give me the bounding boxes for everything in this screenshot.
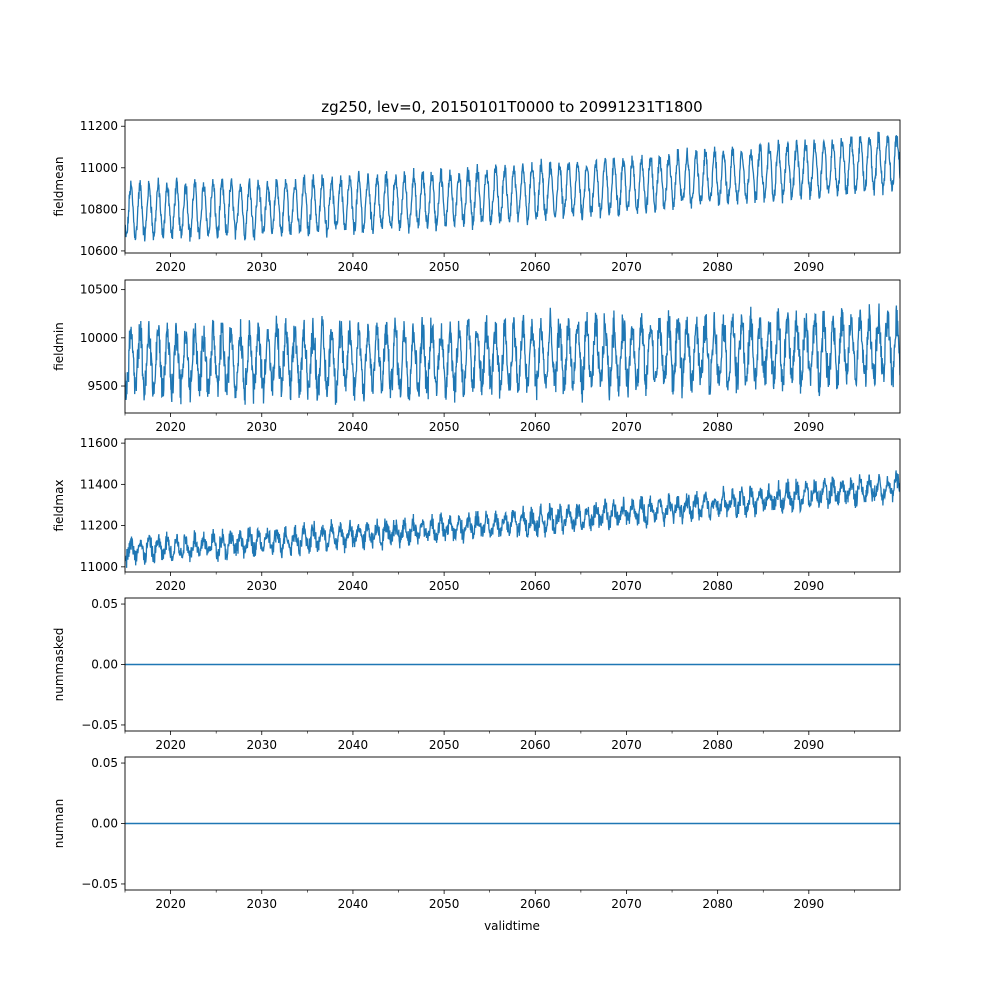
y-tick-label: −0.05 [81,877,118,891]
x-tick-label: 2070 [611,579,642,593]
x-tick-label: 2020 [155,897,186,911]
y-tick-label: 11200 [80,119,118,133]
panel-nummasked: nummasked 0.05 0.00 −0.05 2020 2030 2040 2050 20… [52,597,901,752]
y-tick-label: 11400 [80,477,118,491]
series-line-fieldmax [125,470,900,568]
x-tick-label: 2090 [794,579,825,593]
x-tick-label: 2060 [520,579,551,593]
panel-fieldmean: fieldmean 10600 10800 11000 11200 2020 2030 204… [52,119,901,274]
x-tick-label: 2050 [429,738,460,752]
y-tick-label: 0.05 [91,756,118,770]
x-tick-label: 2040 [338,738,369,752]
x-tick-label: 2080 [702,260,733,274]
series-line-fieldmean [125,131,900,242]
y-tick-label: 0.05 [91,597,118,611]
x-tick-label: 2040 [338,897,369,911]
x-tick-label: 2060 [520,897,551,911]
x-tick-label: 2060 [520,260,551,274]
x-tick-label: 2050 [429,260,460,274]
x-tick-label: 2070 [611,738,642,752]
x-tick-label: 2090 [794,420,825,434]
y-axis-label: numnan [52,799,66,848]
x-tick-label: 2060 [520,738,551,752]
panel-numnan: numnan 0.05 0.00 −0.05 2020 2030 2040 2050 2060 2… [52,756,901,911]
x-tick-label: 2080 [702,738,733,752]
y-tick-label: −0.05 [81,718,118,732]
y-tick-label: 10800 [80,202,118,216]
y-tick-label: 11600 [80,436,118,450]
x-tick-label: 2030 [246,420,277,434]
y-tick-label: 11200 [80,519,118,533]
y-tick-label: 10600 [80,244,118,258]
x-tick-label: 2030 [246,579,277,593]
panels: fieldmean 10600 10800 11000 11200 2020 2030 204… [52,119,901,911]
x-tick-label: 2090 [794,738,825,752]
y-tick-label: 10000 [80,331,118,345]
figure-title: zg250, lev=0, 20150101T0000 to 20991231T… [321,98,702,116]
x-tick-label: 2050 [429,420,460,434]
x-tick-label: 2020 [155,579,186,593]
x-tick-label: 2070 [611,260,642,274]
x-tick-label: 2090 [794,897,825,911]
panel-fieldmin: fieldmin 9500 10000 10500 2020 2030 2040 2050 20… [52,279,901,434]
y-tick-label: 0.00 [91,658,118,672]
y-tick-label: 11000 [80,161,118,175]
y-tick-label: 10500 [80,283,118,297]
x-tick-label: 2080 [702,579,733,593]
x-tick-label: 2020 [155,738,186,752]
y-axis-label: nummasked [52,628,66,702]
x-tick-label: 2060 [520,420,551,434]
x-tick-label: 2040 [338,420,369,434]
y-axis-label: fieldmax [52,479,66,531]
y-tick-label: 11000 [80,560,118,574]
x-tick-label: 2070 [611,420,642,434]
axes-frame [124,279,901,414]
x-tick-label: 2050 [429,897,460,911]
x-tick-label: 2020 [155,260,186,274]
x-tick-label: 2030 [246,260,277,274]
y-tick-label: 0.00 [91,817,118,831]
x-axis-label: validtime [484,919,540,933]
x-tick-label: 2050 [429,579,460,593]
panel-fieldmax: fieldmax 11000 11200 11400 11600 2020 2030 2040… [52,436,901,593]
x-tick-label: 2040 [338,579,369,593]
x-tick-label: 2020 [155,420,186,434]
x-tick-label: 2080 [702,420,733,434]
x-tick-label: 2090 [794,260,825,274]
y-axis-label: fieldmean [52,157,66,217]
x-tick-label: 2070 [611,897,642,911]
series-line-fieldmin [125,303,900,405]
axes-frame [124,119,901,254]
axes-frame [124,438,901,573]
x-tick-label: 2080 [702,897,733,911]
x-tick-label: 2040 [338,260,369,274]
y-axis-label: fieldmin [52,322,66,371]
x-tick-label: 2030 [246,897,277,911]
x-tick-label: 2030 [246,738,277,752]
y-tick-label: 9500 [87,379,118,393]
